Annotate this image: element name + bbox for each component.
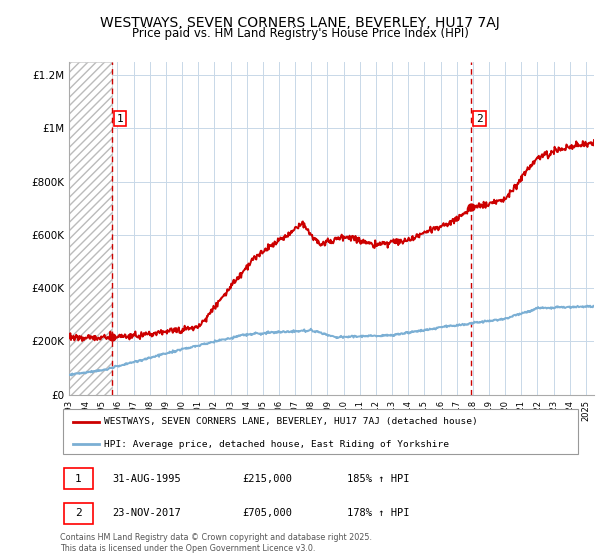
- Text: WESTWAYS, SEVEN CORNERS LANE, BEVERLEY, HU17 7AJ (detached house): WESTWAYS, SEVEN CORNERS LANE, BEVERLEY, …: [104, 417, 478, 426]
- Text: 1: 1: [117, 114, 124, 124]
- Text: 178% ↑ HPI: 178% ↑ HPI: [347, 508, 410, 519]
- Text: WESTWAYS, SEVEN CORNERS LANE, BEVERLEY, HU17 7AJ: WESTWAYS, SEVEN CORNERS LANE, BEVERLEY, …: [100, 16, 500, 30]
- Text: £705,000: £705,000: [242, 508, 293, 519]
- Text: 31-AUG-1995: 31-AUG-1995: [112, 474, 181, 484]
- FancyBboxPatch shape: [62, 409, 578, 454]
- Text: 185% ↑ HPI: 185% ↑ HPI: [347, 474, 410, 484]
- Text: 2: 2: [75, 508, 82, 519]
- Text: HPI: Average price, detached house, East Riding of Yorkshire: HPI: Average price, detached house, East…: [104, 440, 449, 449]
- Bar: [69, 62, 112, 395]
- Text: Contains HM Land Registry data © Crown copyright and database right 2025.
This d: Contains HM Land Registry data © Crown c…: [60, 533, 372, 553]
- Text: 1: 1: [75, 474, 82, 484]
- Text: Price paid vs. HM Land Registry's House Price Index (HPI): Price paid vs. HM Land Registry's House …: [131, 27, 469, 40]
- Text: 23-NOV-2017: 23-NOV-2017: [112, 508, 181, 519]
- FancyBboxPatch shape: [64, 468, 93, 489]
- Text: £215,000: £215,000: [242, 474, 293, 484]
- FancyBboxPatch shape: [64, 503, 93, 524]
- Text: 2: 2: [476, 114, 483, 124]
